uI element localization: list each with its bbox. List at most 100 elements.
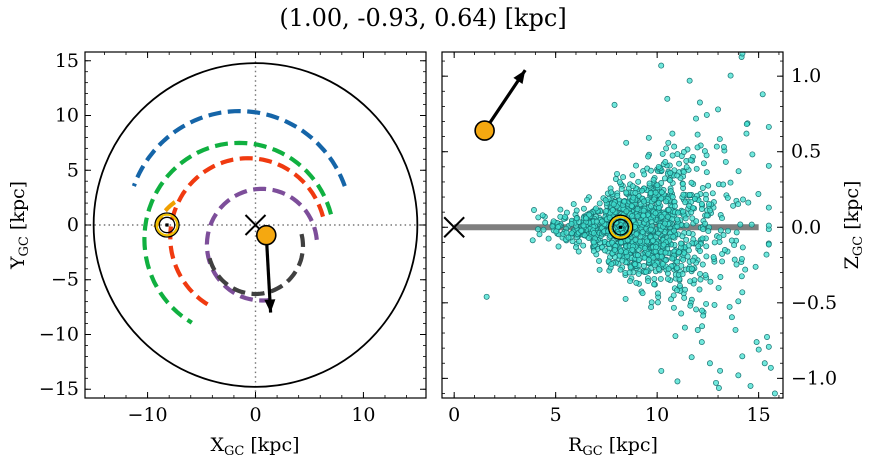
cluster-point bbox=[612, 254, 618, 261]
cluster-point bbox=[715, 284, 722, 291]
cluster-point bbox=[661, 175, 668, 182]
sun-marker-center-dot bbox=[165, 223, 169, 227]
outlier-point bbox=[717, 367, 724, 374]
cluster-point bbox=[655, 199, 662, 206]
cluster-point bbox=[573, 215, 580, 222]
cluster-point bbox=[586, 211, 593, 218]
cluster-point bbox=[602, 197, 609, 204]
cluster-point bbox=[735, 298, 742, 305]
outlier-point bbox=[759, 91, 766, 98]
cluster-point bbox=[682, 215, 689, 222]
cluster-point bbox=[703, 212, 710, 219]
cluster-point bbox=[654, 182, 661, 189]
cluster-point bbox=[748, 221, 755, 228]
cluster-point bbox=[682, 286, 688, 293]
cluster-point bbox=[676, 160, 683, 167]
cluster-point bbox=[687, 302, 694, 309]
cluster-point bbox=[698, 201, 705, 207]
outlier-point bbox=[771, 390, 778, 397]
cluster-point bbox=[700, 226, 707, 233]
cluster-point bbox=[542, 219, 549, 226]
cluster-point bbox=[695, 243, 702, 250]
cluster-point bbox=[719, 250, 726, 257]
cluster-point bbox=[699, 185, 706, 191]
cluster-point bbox=[650, 254, 657, 261]
cluster-point bbox=[765, 123, 772, 130]
cluster-point bbox=[651, 275, 658, 282]
cluster-point bbox=[765, 241, 772, 248]
y-tick-label: 0 bbox=[67, 214, 79, 236]
cluster-point bbox=[669, 255, 676, 262]
cluster-point bbox=[545, 235, 552, 242]
cluster-point bbox=[679, 271, 686, 278]
cluster-point bbox=[703, 169, 710, 176]
cluster-point bbox=[685, 242, 692, 249]
cluster-point bbox=[608, 261, 615, 268]
cluster-point bbox=[658, 253, 665, 260]
cluster-point bbox=[620, 174, 627, 181]
cluster-point bbox=[765, 204, 772, 211]
cluster-point bbox=[764, 334, 770, 340]
y-tick-label: 10 bbox=[55, 105, 79, 127]
spiral-arm-2 bbox=[142, 140, 334, 325]
cluster-point bbox=[621, 198, 628, 205]
cluster-point bbox=[721, 247, 728, 253]
cluster-point bbox=[617, 266, 624, 273]
y-tick-label: 15 bbox=[55, 50, 79, 72]
cluster-point bbox=[730, 202, 737, 209]
cluster-point bbox=[614, 170, 620, 177]
cluster-point bbox=[674, 264, 680, 271]
cluster-point bbox=[596, 266, 603, 273]
cluster-point bbox=[641, 245, 648, 252]
cluster-point bbox=[570, 201, 577, 208]
cluster-point bbox=[699, 323, 706, 330]
cluster-point bbox=[739, 289, 746, 296]
cluster-point bbox=[634, 213, 641, 220]
cluster-point bbox=[654, 290, 661, 297]
cluster-point bbox=[713, 143, 720, 150]
cluster-point bbox=[603, 208, 609, 215]
cluster-point bbox=[711, 239, 718, 246]
cluster-point bbox=[667, 188, 674, 195]
cluster-point bbox=[679, 181, 686, 187]
cluster-point bbox=[687, 278, 694, 285]
face-on-panel: −10 0 10 −15 −10 −5 0 5 10 15 XGC [kpc] YGC [kpc] bbox=[7, 50, 427, 459]
edge-on-xlabel: RGC [kpc] bbox=[568, 434, 658, 459]
cluster-point bbox=[634, 206, 641, 213]
cluster-point bbox=[683, 222, 690, 229]
cluster-point bbox=[701, 148, 708, 155]
cluster-point bbox=[648, 304, 655, 311]
cluster-point bbox=[689, 215, 696, 222]
cluster-point bbox=[584, 196, 590, 203]
cluster-point bbox=[658, 213, 665, 220]
cluster-point bbox=[627, 264, 634, 271]
cluster-point bbox=[555, 243, 562, 250]
cluster-point bbox=[632, 236, 639, 243]
cluster-point bbox=[632, 261, 639, 268]
cluster-point bbox=[640, 263, 647, 269]
cluster-point bbox=[735, 201, 742, 208]
cluster-point bbox=[590, 230, 597, 237]
outlier-point bbox=[753, 339, 760, 346]
cluster-point bbox=[629, 183, 636, 190]
cluster-point bbox=[647, 190, 654, 196]
cluster-point bbox=[674, 216, 681, 223]
cluster-point bbox=[738, 273, 745, 280]
cluster-point bbox=[657, 275, 664, 282]
cluster-point bbox=[669, 130, 676, 137]
cluster-point bbox=[648, 299, 655, 306]
cluster-point bbox=[623, 208, 630, 215]
y-tick-label: 5 bbox=[67, 159, 79, 181]
cluster-point bbox=[703, 111, 710, 118]
cluster-point bbox=[738, 255, 745, 262]
star-marker bbox=[474, 120, 495, 141]
cluster-point bbox=[634, 252, 641, 259]
cluster-point bbox=[626, 269, 633, 276]
cluster-point bbox=[635, 270, 642, 277]
cluster-point bbox=[599, 218, 606, 225]
sun-marker-center-dot bbox=[619, 225, 623, 229]
face-on-content bbox=[85, 52, 426, 398]
cluster-point bbox=[633, 279, 640, 286]
cluster-point bbox=[601, 247, 608, 254]
